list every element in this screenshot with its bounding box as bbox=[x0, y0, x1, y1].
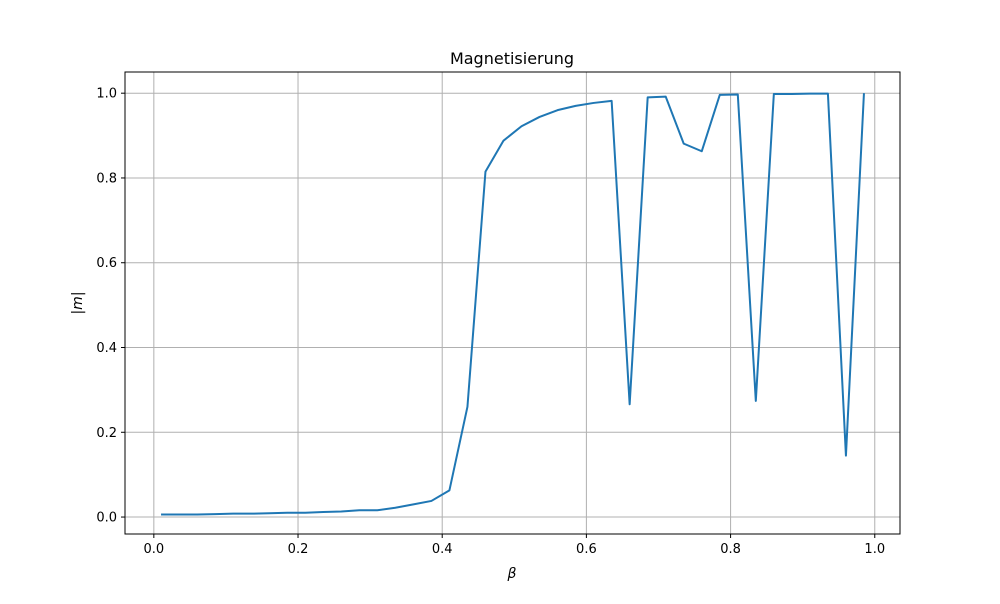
grid bbox=[125, 72, 900, 534]
x-tick-label: 0.2 bbox=[288, 542, 309, 557]
y-tick-label: 0.6 bbox=[96, 256, 117, 271]
y-tick-label: 0.0 bbox=[96, 511, 117, 526]
y-tick-label: 0.4 bbox=[96, 341, 117, 356]
x-tick-label: 1.0 bbox=[864, 542, 885, 557]
plot-frame bbox=[124, 71, 901, 535]
series-layer bbox=[161, 92, 865, 516]
x-tick-label: 0.4 bbox=[432, 542, 453, 557]
y-tick-label: 1.0 bbox=[96, 87, 117, 102]
x-tick-label: 0.0 bbox=[143, 542, 164, 557]
x-tick-label: 0.8 bbox=[720, 542, 741, 557]
x-tick-label: 0.6 bbox=[576, 542, 597, 557]
y-tick-label: 0.8 bbox=[96, 171, 117, 186]
plot-area bbox=[125, 72, 900, 534]
chart-title: Magnetisierung bbox=[450, 49, 574, 68]
y-tick-label: 0.2 bbox=[96, 426, 117, 441]
x-axis-label: β bbox=[507, 566, 517, 582]
magnetization-series-line bbox=[161, 92, 865, 516]
y-axis-ticks: 0.0 0.2 0.4 0.6 0.8 1.0 bbox=[96, 87, 125, 526]
y-axis-label: |m| bbox=[70, 291, 86, 314]
x-axis-ticks: 0.0 0.2 0.4 0.6 0.8 1.0 bbox=[143, 534, 885, 557]
